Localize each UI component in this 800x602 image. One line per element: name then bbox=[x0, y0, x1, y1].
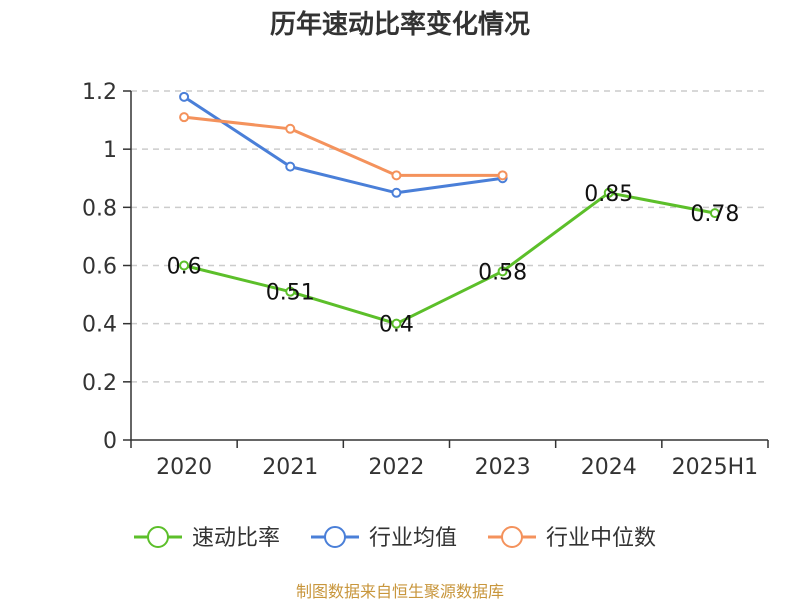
y-tick-label: 0.2 bbox=[82, 371, 117, 396]
data-label: 0.78 bbox=[690, 202, 739, 227]
legend-item: 行业中位数 bbox=[488, 526, 656, 551]
data-point bbox=[391, 318, 402, 329]
data-labels: 0.6 0.51 0.4 0.58 0.85 0.78 bbox=[167, 182, 740, 338]
y-tick-label: 0.6 bbox=[82, 255, 117, 280]
data-point bbox=[285, 286, 296, 297]
y-tick-label: 0.8 bbox=[82, 196, 117, 221]
series-line bbox=[183, 95, 503, 195]
legend-label: 速动比率 bbox=[192, 526, 280, 551]
x-tick-label: 2025H1 bbox=[672, 455, 759, 480]
legend-label: 行业均值 bbox=[369, 526, 457, 551]
data-point bbox=[603, 187, 614, 198]
legend-item: 速动比率 bbox=[134, 526, 280, 551]
data-point bbox=[709, 208, 720, 219]
chart-title: 历年速动比率变化情况 bbox=[269, 10, 530, 40]
series-line bbox=[183, 115, 503, 177]
data-label: 0.85 bbox=[584, 182, 633, 207]
x-tick-label: 2023 bbox=[475, 455, 531, 480]
data-label: 0.4 bbox=[379, 313, 414, 338]
y-tick-label: 1 bbox=[103, 138, 117, 163]
legend-label: 行业中位数 bbox=[546, 526, 656, 551]
data-point bbox=[179, 91, 190, 102]
legend-swatch-marker bbox=[147, 526, 169, 548]
x-tick-label: 2021 bbox=[262, 455, 318, 480]
x-tick-label: 2022 bbox=[368, 455, 424, 480]
y-tick-label: 1.2 bbox=[82, 80, 117, 105]
data-point bbox=[391, 187, 402, 198]
y-tick-label: 0 bbox=[103, 429, 117, 454]
data-point bbox=[179, 260, 190, 271]
data-label: 0.58 bbox=[478, 260, 527, 285]
data-point bbox=[179, 112, 190, 123]
data-point bbox=[497, 170, 508, 181]
series-lines bbox=[179, 91, 720, 329]
data-label: 0.6 bbox=[167, 255, 202, 280]
legend-item: 行业均值 bbox=[311, 526, 457, 551]
axes: 0 0.2 0.4 0.6 0.8 1 1.2 2020 2021 2022 2023 2024 202… bbox=[82, 80, 769, 480]
x-tick-label: 2020 bbox=[156, 455, 212, 480]
y-tick-label: 0.4 bbox=[82, 313, 117, 338]
data-point bbox=[285, 161, 296, 172]
data-point bbox=[391, 170, 402, 181]
source-note: 制图数据来自恒生聚源数据库 bbox=[295, 582, 504, 601]
grid-lines bbox=[131, 90, 768, 383]
legend: 速动比率 行业均值 行业中位数 bbox=[134, 526, 656, 551]
legend-swatch-marker bbox=[501, 526, 523, 548]
series-line bbox=[183, 191, 716, 326]
data-point bbox=[285, 123, 296, 134]
data-label: 0.51 bbox=[266, 281, 315, 306]
x-tick-label: 2024 bbox=[581, 455, 637, 480]
data-point bbox=[497, 266, 508, 277]
legend-swatch-marker bbox=[324, 526, 346, 548]
